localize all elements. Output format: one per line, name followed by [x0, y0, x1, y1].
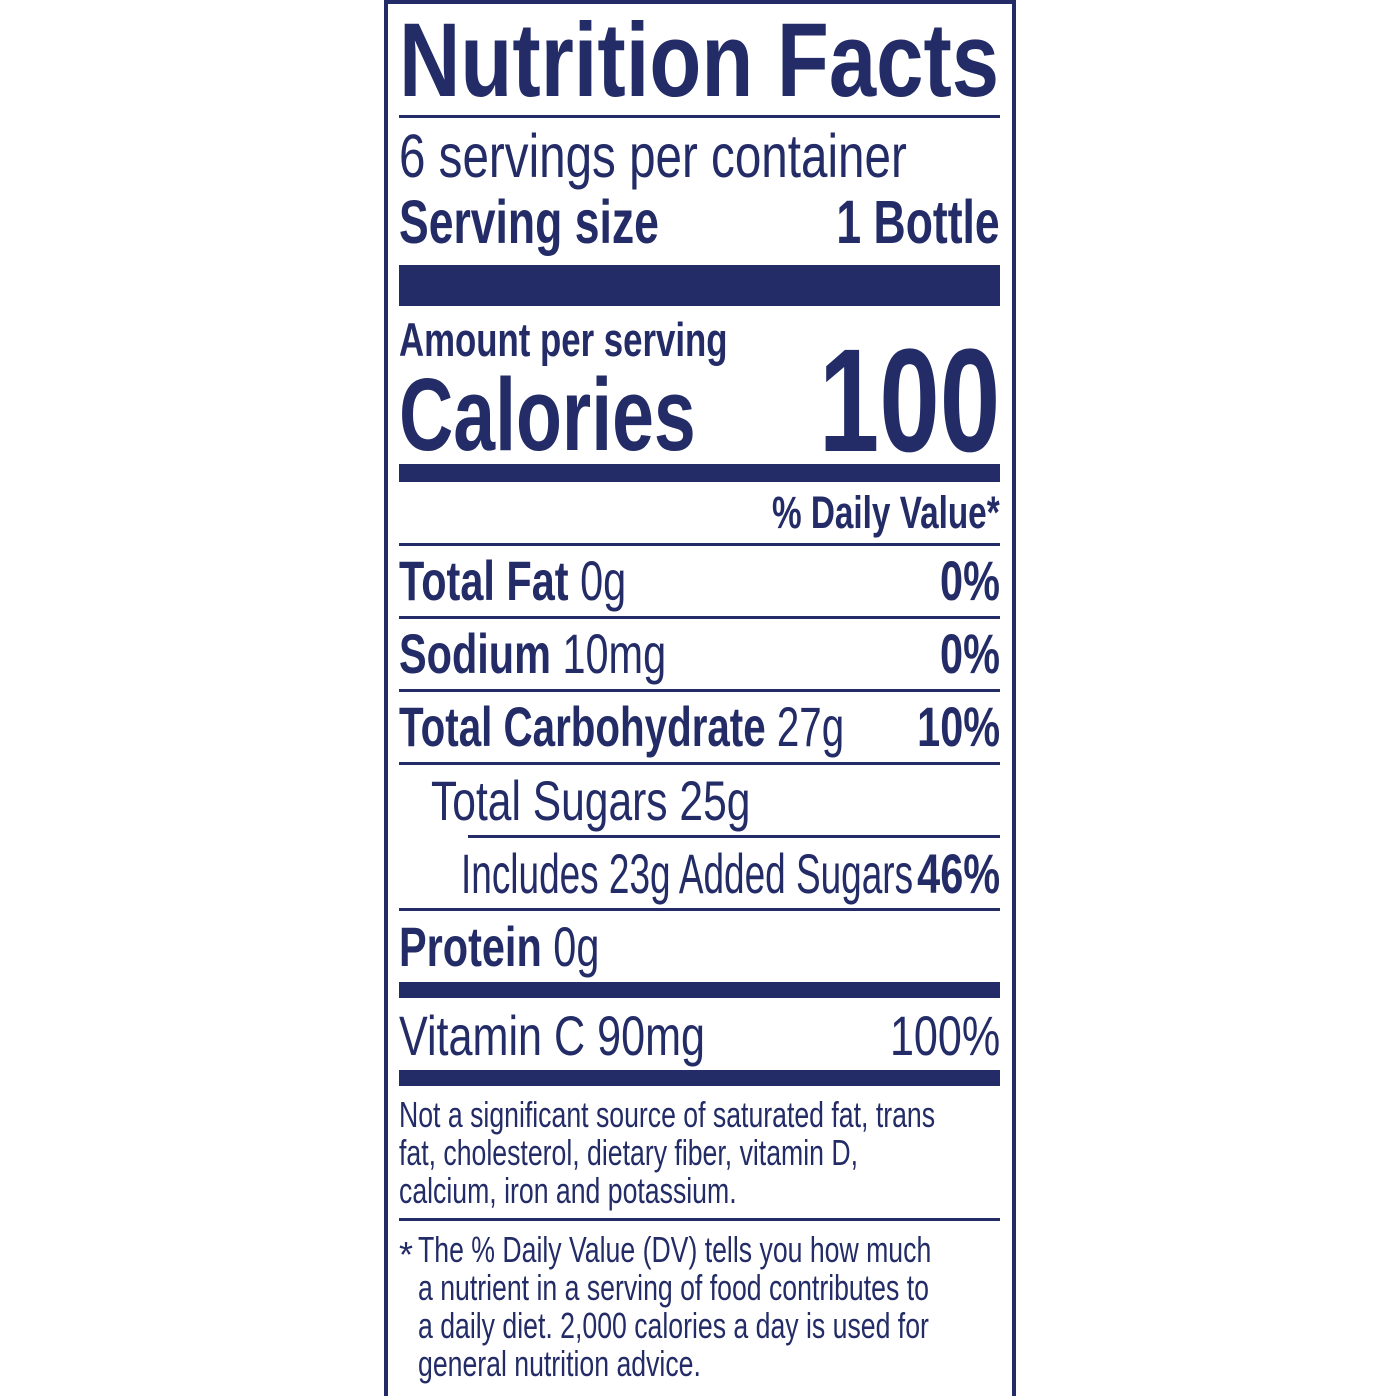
thick-divider — [399, 1070, 1000, 1086]
nutrition-label-frame — [384, 0, 1016, 1396]
nutrient-amount: 0g — [580, 549, 627, 612]
nutrient-name: Protein — [399, 915, 542, 978]
nutrient-dv: 46% — [917, 842, 1000, 905]
nutrient-dv: 0% — [940, 622, 1000, 685]
serving-size-value: 1 Bottle — [836, 188, 1000, 256]
thick-divider — [399, 982, 1000, 998]
nutrient-name: Total Carbohydrate — [399, 695, 766, 758]
nutrient-name: Total Fat — [399, 549, 569, 612]
note-line: Not a significant source of saturated fa… — [399, 1094, 936, 1135]
divider — [399, 1218, 1000, 1221]
nutrient-row-total-carbohydrate: Total Carbohydrate 27g — [399, 699, 844, 755]
daily-value-header: % Daily Value* — [772, 487, 1000, 538]
footnote-line: general nutrition advice. — [418, 1343, 701, 1384]
divider — [399, 616, 1000, 619]
divider — [468, 835, 1000, 838]
nutrient-amount: 0g — [553, 915, 600, 978]
note-line: calcium, iron and potassium. — [399, 1170, 737, 1211]
nutrient-row-protein: Protein 0g — [399, 919, 599, 975]
amount-per-serving: Amount per serving — [399, 313, 728, 366]
divider — [399, 115, 1000, 118]
divider — [399, 543, 1000, 546]
nutrient-amount: 27g — [776, 695, 845, 758]
nutrient-dv: 0% — [940, 549, 1000, 612]
servings-per-container: 6 servings per container — [399, 122, 907, 190]
footnote-line: a nutrient in a serving of food contribu… — [418, 1267, 929, 1308]
calories-value: 100 — [818, 319, 1000, 483]
nutrient-row-sodium: Sodium 10mg — [399, 626, 666, 682]
label-title: Nutrition Facts — [399, 2, 1000, 119]
nutrient-row-total-sugars: Total Sugars 25g — [431, 769, 751, 832]
divider — [399, 689, 1000, 692]
nutrient-name: Sodium — [399, 622, 551, 685]
thick-divider — [399, 265, 1000, 306]
footnote-asterisk: * — [399, 1234, 414, 1275]
nutrient-dv: 10% — [917, 695, 1000, 758]
calories-label: Calories — [399, 357, 696, 472]
medium-divider — [399, 464, 1000, 482]
not-significant-note: Not a significant source of saturated fa… — [399, 1096, 1123, 1210]
footnote-line: The % Daily Value (DV) tells you how muc… — [418, 1229, 932, 1270]
daily-value-footnote: The % Daily Value (DV) tells you how muc… — [418, 1231, 1112, 1383]
note-line: fat, cholesterol, dietary fiber, vitamin… — [399, 1132, 858, 1173]
divider — [399, 762, 1000, 765]
vitamin-dv: 100% — [889, 1004, 1000, 1067]
footnote-line: a daily diet. 2,000 calories a day is us… — [418, 1305, 929, 1346]
serving-size-label: Serving size — [399, 188, 659, 256]
vitamin-row-vitamin-c: Vitamin C 90mg — [399, 1004, 705, 1067]
nutrient-row-total-fat: Total Fat 0g — [399, 553, 626, 609]
divider — [399, 908, 1000, 911]
nutrient-row-added-sugars: Includes 23g Added Sugars — [461, 842, 914, 905]
nutrient-amount: 10mg — [562, 622, 667, 685]
